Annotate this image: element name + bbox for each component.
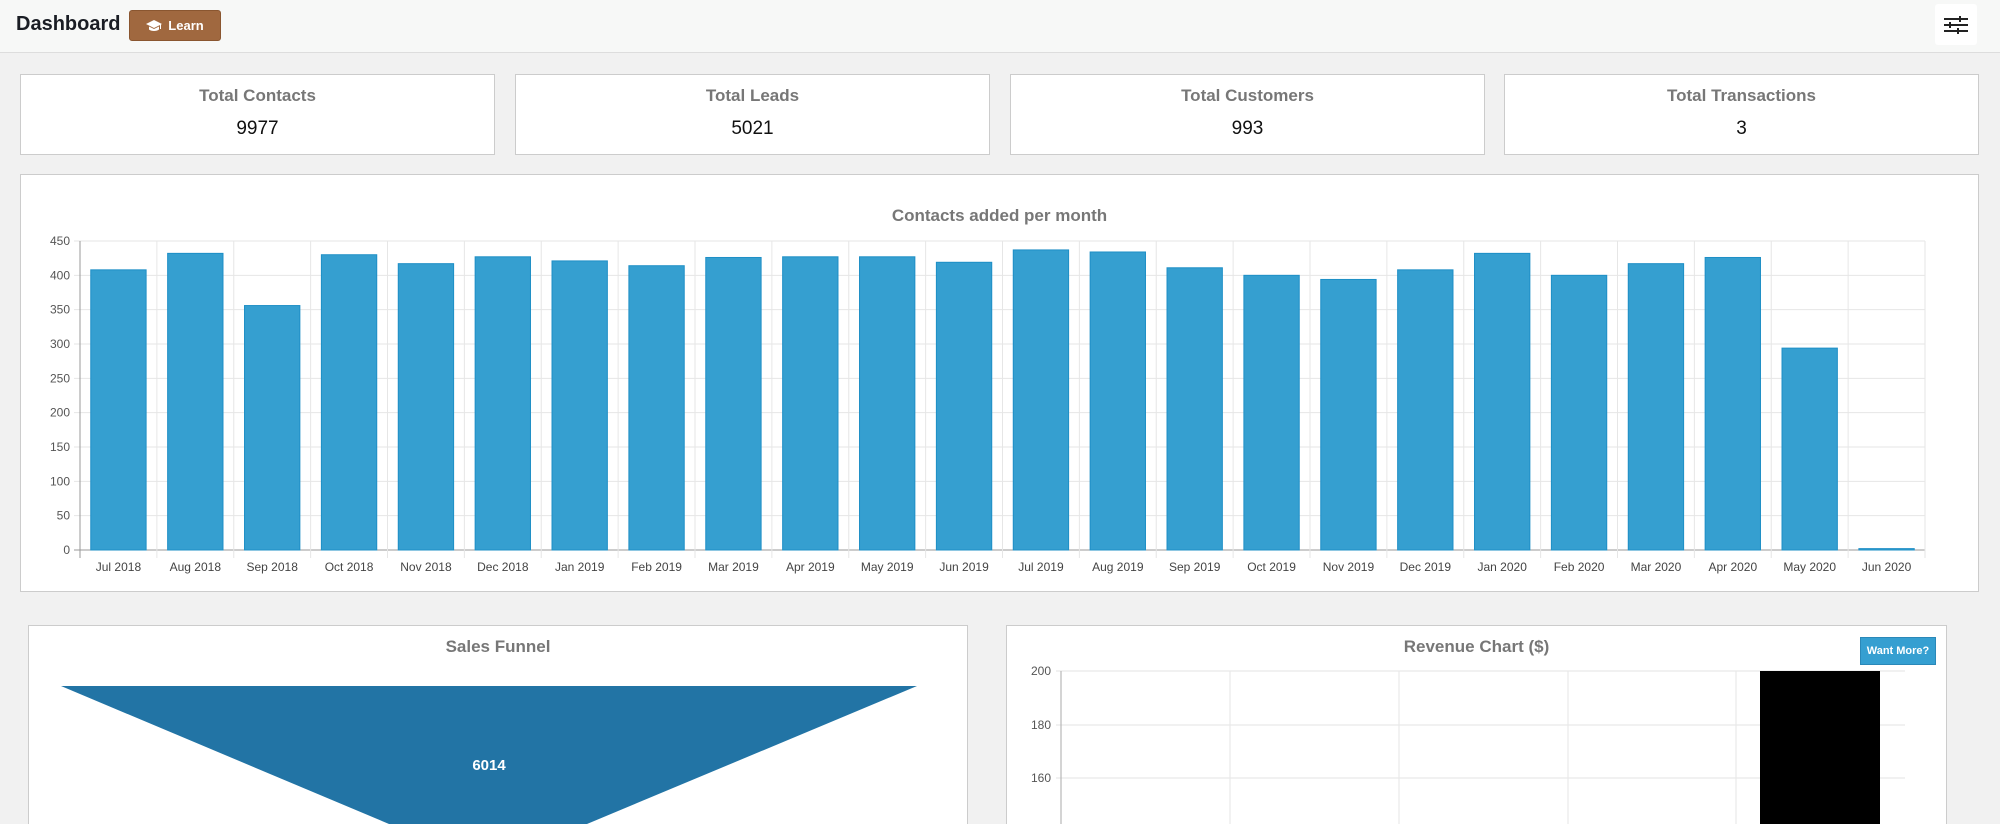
x-tick-label: May 2020 bbox=[1783, 560, 1836, 574]
bar bbox=[1320, 278, 1377, 551]
funnel-label: 6014 bbox=[472, 757, 506, 774]
chart-title: Sales Funnel bbox=[445, 637, 551, 656]
chart-title: Revenue Chart ($) bbox=[1403, 637, 1550, 656]
learn-button[interactable]: Learn bbox=[129, 10, 221, 41]
stat-value: 5021 bbox=[731, 118, 774, 139]
x-tick-label: Mar 2020 bbox=[1631, 560, 1682, 574]
x-tick-label: Dec 2019 bbox=[1400, 560, 1452, 574]
bar bbox=[628, 265, 685, 551]
x-tick-label: Aug 2019 bbox=[1092, 560, 1144, 574]
contacts-bar-chart: 0 50 100 150 200 250 300 350 400 450 Jul 2018 Aug 2… bbox=[50, 234, 1926, 574]
x-tick-label: Aug 2018 bbox=[170, 560, 222, 574]
stat-label: Total Leads bbox=[705, 86, 800, 105]
bar bbox=[935, 261, 993, 551]
bar bbox=[1550, 274, 1608, 551]
y-tick-label: 300 bbox=[50, 337, 70, 351]
bar bbox=[1781, 347, 1838, 551]
stat-card-contacts: Total Contacts 9977 bbox=[20, 74, 495, 155]
y-tick-label: 450 bbox=[50, 234, 70, 248]
bar bbox=[705, 256, 762, 551]
bar bbox=[1704, 256, 1761, 551]
y-tick-label: 200 bbox=[1031, 664, 1051, 678]
stat-value: 993 bbox=[1231, 118, 1264, 139]
x-tick-label: Apr 2020 bbox=[1708, 560, 1757, 574]
x-tick-label: Oct 2018 bbox=[325, 560, 374, 574]
bar bbox=[1627, 263, 1685, 551]
bar bbox=[1397, 269, 1454, 551]
x-tick-label: Jul 2019 bbox=[1018, 560, 1064, 574]
x-tick-label: Nov 2018 bbox=[400, 560, 452, 574]
x-tick-label: Oct 2019 bbox=[1247, 560, 1296, 574]
y-tick-label: 160 bbox=[1031, 771, 1051, 785]
bar bbox=[1012, 249, 1070, 551]
x-tick-label: Feb 2019 bbox=[631, 560, 682, 574]
bar bbox=[551, 260, 608, 551]
x-tick-label: Jan 2019 bbox=[555, 560, 605, 574]
bar bbox=[1760, 671, 1880, 824]
bar bbox=[90, 269, 147, 551]
x-tick-label: Jan 2020 bbox=[1477, 560, 1527, 574]
x-tick-label: Feb 2020 bbox=[1554, 560, 1605, 574]
bar bbox=[397, 263, 455, 551]
sales-funnel-chart: 6014 bbox=[61, 686, 917, 824]
y-tick-label: 50 bbox=[57, 509, 71, 523]
stat-value: 9977 bbox=[236, 118, 279, 139]
bar bbox=[167, 252, 224, 551]
x-tick-label: Jun 2019 bbox=[939, 560, 989, 574]
y-tick-label: 250 bbox=[50, 371, 70, 385]
x-tick-label: Sep 2019 bbox=[1169, 560, 1221, 574]
y-tick-label: 400 bbox=[50, 268, 70, 282]
y-tick-label: 150 bbox=[50, 440, 70, 454]
want-more-button[interactable]: Want More? bbox=[1860, 637, 1936, 665]
x-tick-label: Mar 2019 bbox=[708, 560, 759, 574]
y-tick-label: 350 bbox=[50, 303, 70, 317]
stat-label: Total Contacts bbox=[199, 86, 316, 105]
y-tick-label: 100 bbox=[50, 474, 70, 488]
graduation-cap-icon bbox=[146, 19, 163, 31]
bar bbox=[1089, 251, 1146, 551]
chart-title: Contacts added per month bbox=[891, 206, 1108, 225]
page-title: Dashboard bbox=[16, 13, 121, 35]
top-bar: Dashboard Learn bbox=[0, 0, 2000, 53]
funnel-segment[interactable] bbox=[61, 686, 917, 824]
stat-label: Total Transactions bbox=[1667, 86, 1816, 105]
bar bbox=[1474, 252, 1531, 551]
x-tick-label: Apr 2019 bbox=[786, 560, 835, 574]
settings-button[interactable] bbox=[1935, 4, 1977, 45]
stat-label: Total Customers bbox=[1181, 86, 1314, 105]
x-tick-label: May 2019 bbox=[861, 560, 914, 574]
x-tick-label: Sep 2018 bbox=[246, 560, 298, 574]
stat-card-customers: Total Customers 993 bbox=[1010, 74, 1485, 155]
stat-value: 3 bbox=[1736, 118, 1747, 139]
bar bbox=[244, 305, 301, 551]
x-tick-label: Dec 2018 bbox=[477, 560, 529, 574]
x-tick-label: Nov 2019 bbox=[1323, 560, 1375, 574]
bar bbox=[1858, 548, 1915, 551]
x-tick-label: Jun 2020 bbox=[1862, 560, 1912, 574]
y-tick-label: 180 bbox=[1031, 718, 1051, 732]
bar bbox=[1243, 274, 1300, 551]
stat-card-transactions: Total Transactions 3 bbox=[1504, 74, 1979, 155]
y-tick-label: 0 bbox=[63, 543, 70, 557]
y-tick-label: 200 bbox=[50, 406, 70, 420]
bar bbox=[782, 256, 839, 551]
x-tick-label: Jul 2018 bbox=[96, 560, 142, 574]
bar bbox=[1166, 267, 1223, 551]
bar bbox=[474, 256, 531, 551]
stat-card-leads: Total Leads 5021 bbox=[515, 74, 990, 155]
learn-label: Learn bbox=[168, 18, 204, 33]
sliders-icon bbox=[1944, 15, 1968, 34]
bar bbox=[320, 254, 378, 551]
bar bbox=[859, 256, 916, 551]
